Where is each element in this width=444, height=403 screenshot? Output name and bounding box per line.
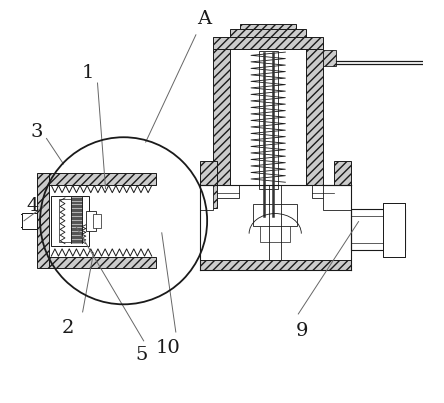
Text: 10: 10	[155, 339, 180, 357]
Bar	[306, 49, 323, 185]
Bar	[323, 185, 350, 210]
Bar	[230, 29, 306, 37]
Bar	[37, 173, 49, 268]
Bar	[383, 203, 405, 257]
Bar	[59, 199, 79, 243]
Text: 4: 4	[26, 197, 39, 215]
Bar	[200, 260, 350, 270]
Bar	[71, 197, 82, 243]
Bar	[217, 185, 239, 198]
Bar	[260, 226, 290, 242]
Bar	[258, 51, 278, 189]
Bar	[333, 161, 350, 208]
Text: 3: 3	[30, 123, 43, 141]
Bar	[86, 211, 96, 231]
Bar	[52, 196, 90, 246]
Text: A: A	[197, 10, 211, 28]
Bar	[350, 209, 405, 251]
Bar	[312, 185, 333, 198]
Bar	[200, 185, 213, 210]
Bar	[213, 37, 323, 49]
Bar	[94, 214, 101, 228]
Text: 2: 2	[61, 319, 74, 337]
Bar	[49, 173, 156, 185]
Bar	[350, 209, 385, 216]
Text: 5: 5	[135, 346, 148, 364]
Bar	[49, 257, 156, 268]
Bar	[200, 161, 217, 208]
Bar	[350, 243, 385, 251]
Text: 1: 1	[81, 64, 94, 82]
Bar	[15, 214, 22, 227]
Bar	[323, 50, 336, 66]
Bar	[22, 213, 37, 229]
Bar	[253, 204, 297, 226]
Bar	[240, 24, 296, 29]
Bar	[213, 49, 230, 185]
Bar	[264, 55, 273, 216]
Text: 9: 9	[296, 322, 309, 340]
Bar	[383, 203, 405, 257]
